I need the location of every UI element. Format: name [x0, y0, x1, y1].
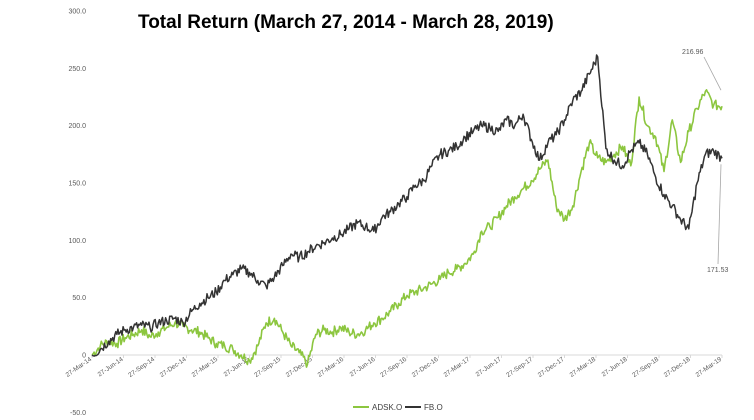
- adsk-end-value-label: 216.96: [682, 49, 704, 56]
- annotation-layer: 216.96 171.53: [682, 49, 729, 274]
- series-line-fb-o: [91, 54, 723, 357]
- chart-title: Total Return (March 27, 2014 - March 28,…: [138, 12, 554, 33]
- fb-leader-line: [717, 164, 722, 265]
- y-tick-label: -50.0: [70, 410, 86, 417]
- fb-end-value-label: 171.53: [707, 267, 729, 274]
- series-layer: [91, 54, 723, 368]
- y-axis: -50.0 0 50.0 100.0 150.0 200.0 250.0 300.0: [68, 9, 86, 417]
- y-tick-label: 50.0: [72, 295, 86, 302]
- series-line-adsk-o: [91, 89, 723, 368]
- adsk-leader-line: [703, 56, 722, 91]
- y-tick-label: 300.0: [68, 9, 86, 16]
- y-tick-label: 100.0: [68, 238, 86, 245]
- y-tick-label: 0: [82, 353, 86, 360]
- y-tick-label: 150.0: [68, 181, 86, 188]
- legend-label-adsk-o: ADSK.O: [372, 403, 402, 412]
- y-tick-label: 250.0: [68, 66, 86, 73]
- y-tick-label: 200.0: [68, 123, 86, 130]
- legend: ADSK.O FB.O: [353, 403, 443, 412]
- legend-label-fb-o: FB.O: [424, 403, 443, 412]
